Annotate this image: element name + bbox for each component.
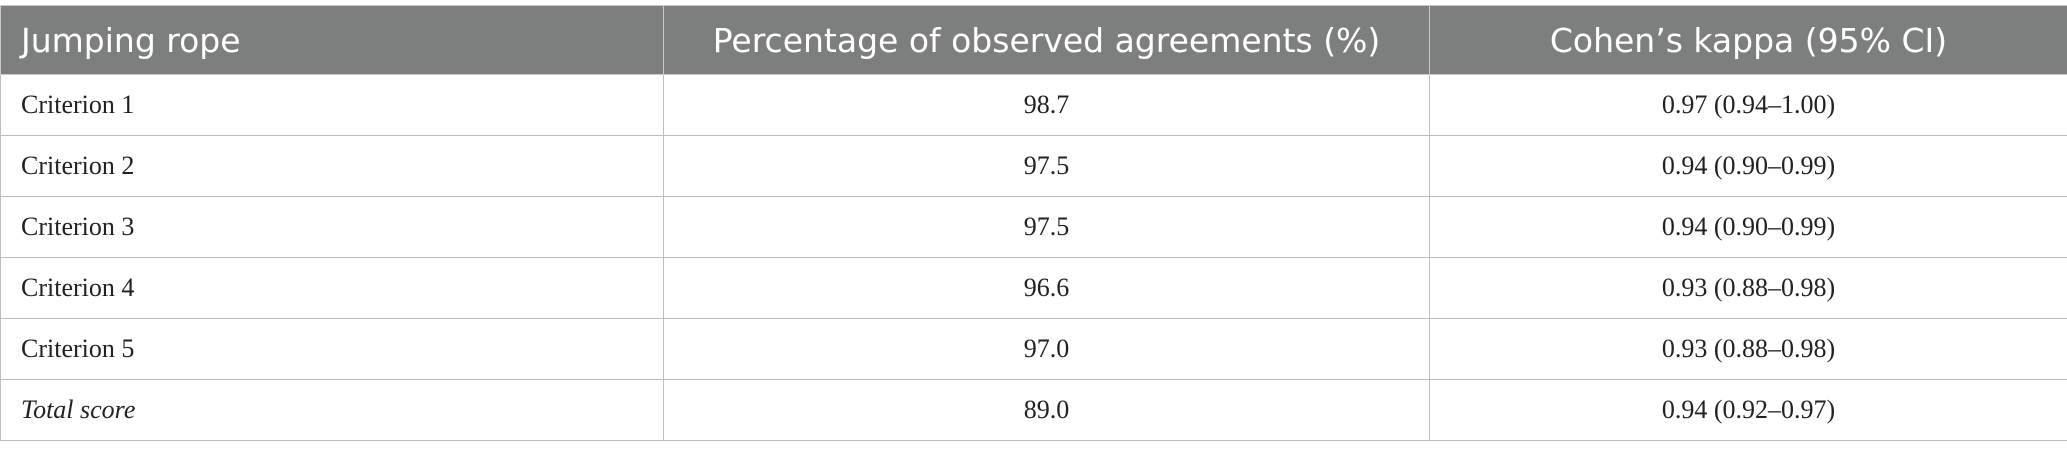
table-row: Criterion 3 97.5 0.94 (0.90–0.99) xyxy=(0,196,2067,258)
header-cell: Percentage of observed agreements (%) xyxy=(663,5,1430,75)
table-cell: 96.6 xyxy=(663,257,1430,319)
table-cell: Criterion 1 xyxy=(0,74,664,136)
table-row: Criterion 4 96.6 0.93 (0.88–0.98) xyxy=(0,257,2067,319)
table-row: Criterion 2 97.5 0.94 (0.90–0.99) xyxy=(0,135,2067,197)
table-row: Total score 89.0 0.94 (0.92–0.97) xyxy=(0,379,2067,441)
header-row: Jumping rope Percentage of observed agre… xyxy=(0,5,2067,75)
table-cell: 0.94 (0.90–0.99) xyxy=(1429,196,2067,258)
table-cell: 97.0 xyxy=(663,318,1430,380)
table-cell: 0.97 (0.94–1.00) xyxy=(1429,74,2067,136)
table-cell: Criterion 2 xyxy=(0,135,664,197)
header-cell: Jumping rope xyxy=(0,5,664,75)
table-cell: Criterion 5 xyxy=(0,318,664,380)
table-cell: 0.94 (0.90–0.99) xyxy=(1429,135,2067,197)
table-cell: 0.93 (0.88–0.98) xyxy=(1429,257,2067,319)
table-cell: 89.0 xyxy=(663,379,1430,441)
table-cell: Criterion 4 xyxy=(0,257,664,319)
table-cell: 97.5 xyxy=(663,196,1430,258)
table-cell: 0.94 (0.92–0.97) xyxy=(1429,379,2067,441)
table-row: Criterion 5 97.0 0.93 (0.88–0.98) xyxy=(0,318,2067,380)
table-cell: Criterion 3 xyxy=(0,196,664,258)
table-cell: 0.93 (0.88–0.98) xyxy=(1429,318,2067,380)
table-cell: 98.7 xyxy=(663,74,1430,136)
data-table: Jumping rope Percentage of observed agre… xyxy=(0,5,2067,441)
table-cell: 97.5 xyxy=(663,135,1430,197)
table-body: Criterion 1 98.7 0.97 (0.94–1.00) Criterion… xyxy=(0,74,2067,441)
table-cell: Total score xyxy=(0,379,664,441)
table-row: Criterion 1 98.7 0.97 (0.94–1.00) xyxy=(0,74,2067,136)
header-cell: Cohen’s kappa (95% CI) xyxy=(1429,5,2067,75)
table-header: Jumping rope Percentage of observed agre… xyxy=(0,5,2067,75)
